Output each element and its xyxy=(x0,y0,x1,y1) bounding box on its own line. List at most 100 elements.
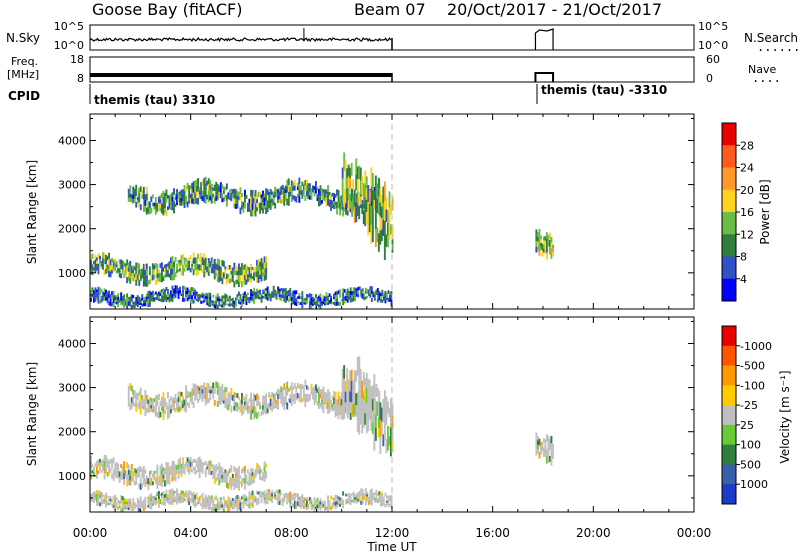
xtick-label: 00:00 xyxy=(677,526,712,540)
power-colorbar: 28 24 20 16 12 8 4 xyxy=(721,122,754,302)
freq-trace xyxy=(90,72,555,82)
freq-unit-label: [MHz] xyxy=(7,68,39,81)
velocity-x-ticks xyxy=(89,317,695,512)
power-ylabel: Slant Range [km] xyxy=(25,160,39,264)
colorbar-tick-label: -100 xyxy=(740,379,765,392)
colorbar-tick-label: 12 xyxy=(740,228,754,241)
xtick-label: 00:00 xyxy=(73,526,108,540)
echo-region-5 xyxy=(535,228,554,260)
colorbar-swatch xyxy=(722,405,736,426)
colorbar-swatch xyxy=(722,256,736,280)
echo-region-4 xyxy=(341,152,394,261)
colorbar-frame xyxy=(721,325,737,505)
beam-title: Beam 07 xyxy=(354,0,426,19)
cpid-label: CPID xyxy=(8,89,40,103)
colorbar-swatch xyxy=(722,444,736,465)
ytick-label: 1000 xyxy=(58,470,86,483)
nave-tick-bottom: 0 xyxy=(706,72,713,85)
colorbar-swatch xyxy=(722,345,736,366)
nave-label: Nave xyxy=(748,63,776,76)
colorbar-swatch xyxy=(722,145,736,168)
time-axis-label: Time UT xyxy=(366,540,417,554)
velocity-y-axis: 1000 2000 3000 4000 xyxy=(58,320,694,499)
freq-line-2 xyxy=(534,72,555,82)
cpid-segment-2: themis (tau) -3310 xyxy=(541,83,667,97)
nsearch-tick-top: 10^5 xyxy=(698,20,728,33)
freq-label: Freq. xyxy=(11,55,38,68)
freq-line xyxy=(90,73,392,77)
colorbar-tick-label: 8 xyxy=(740,251,747,264)
colorbar-tick-label: 28 xyxy=(740,139,754,152)
nsearch-dots: ....... xyxy=(757,40,800,54)
colorbar-tick-label: 1000 xyxy=(740,478,768,491)
nsky-label: N.Sky xyxy=(6,31,40,45)
colorbar-tick-label: 20 xyxy=(740,184,754,197)
colorbar-swatch xyxy=(722,234,736,257)
colorbar-tick-label: -1000 xyxy=(740,340,772,353)
cpid-segment-1: themis (tau) 3310 xyxy=(94,93,215,107)
echo-region-2 xyxy=(90,252,268,288)
power-y-axis: 1000 2000 3000 4000 xyxy=(58,117,694,296)
colorbar-swatch xyxy=(722,212,736,235)
ytick-label: 3000 xyxy=(58,179,86,192)
colorbar-swatch xyxy=(722,385,736,406)
colorbar-tick-label: 25 xyxy=(740,419,754,432)
freq-strip: Freq. [MHz] 18 8 60 0 Nave .... xyxy=(7,53,781,85)
ytick-label: 3000 xyxy=(58,382,86,395)
xtick-label: 12:00 xyxy=(375,526,410,540)
velocity-colorbar-label: Velocity [m s⁻¹] xyxy=(778,370,792,463)
nave-tick-top: 60 xyxy=(706,53,720,66)
nave-dots: .... xyxy=(752,71,781,85)
power-colorbar-label: Power [dB] xyxy=(758,179,772,244)
ytick-label: 4000 xyxy=(58,337,86,350)
velocity-echoes xyxy=(90,356,554,512)
xtick-label: 20:00 xyxy=(576,526,611,540)
colorbar-swatch xyxy=(722,326,736,347)
ytick-label: 1000 xyxy=(58,267,86,280)
nsky-line xyxy=(89,36,392,43)
colorbar-tick-label: 100 xyxy=(740,439,761,452)
xtick-label: 08:00 xyxy=(274,526,309,540)
date-range: 20/Oct/2017 - 21/Oct/2017 xyxy=(447,0,662,19)
colorbar-tick-label: 24 xyxy=(740,162,754,175)
colorbar-swatch xyxy=(722,424,736,445)
colorbar-swatch xyxy=(722,167,736,191)
ytick-label: 2000 xyxy=(58,426,86,439)
freq-tick-bottom: 8 xyxy=(77,72,84,85)
power-panel: 1000 2000 3000 4000 Slant Range [km] 28 24 20… xyxy=(25,113,772,310)
nsky-tick-bottom: 10^0 xyxy=(54,39,84,52)
velocity-colorbar: -1000 -500 -100 -25 25 100 500 1000 xyxy=(721,325,772,505)
cpid-row: CPID themis (tau) 3310 themis (tau) -331… xyxy=(8,83,667,107)
echo-region-3 xyxy=(90,488,393,512)
colorbar-tick-label: 16 xyxy=(740,206,754,219)
colorbar-swatch xyxy=(722,278,736,302)
station-title: Goose Bay (fitACF) xyxy=(92,0,242,19)
colorbar-tick-label: -500 xyxy=(740,360,765,373)
velocity-ylabel: Slant Range [km] xyxy=(25,362,39,466)
nsearch-label: N.Search xyxy=(744,31,798,45)
echo-region-5 xyxy=(535,432,554,466)
colorbar-swatch xyxy=(722,189,736,213)
nsky-strip: N.Sky 10^5 10^0 N.Search ....... 10^5 10… xyxy=(6,20,800,54)
freq-tick-top: 18 xyxy=(70,53,84,66)
colorbar-swatch xyxy=(722,365,736,386)
xtick-label: 16:00 xyxy=(475,526,510,540)
echo-region-4 xyxy=(341,356,394,457)
echo-region-3 xyxy=(90,285,393,309)
ytick-label: 2000 xyxy=(58,223,86,236)
colorbar-swatch xyxy=(722,123,736,146)
colorbar-tick-label: 500 xyxy=(740,458,761,471)
xtick-label: 04:00 xyxy=(173,526,208,540)
colorbar-tick-label: 4 xyxy=(740,273,747,286)
ytick-label: 4000 xyxy=(58,134,86,147)
echo-region-1 xyxy=(127,379,381,421)
power-x-ticks xyxy=(89,114,695,309)
colorbar-swatch xyxy=(722,464,736,485)
nsky-trace xyxy=(89,28,554,50)
colorbar-swatch xyxy=(722,484,736,505)
nsky-tick-top: 10^5 xyxy=(54,20,84,33)
colorbar-tick-label: -25 xyxy=(740,399,758,412)
nsky-line-2 xyxy=(534,28,554,50)
time-axis-labels: 00:00 04:00 08:00 12:00 16:00 20:00 00:00 xyxy=(73,526,712,540)
